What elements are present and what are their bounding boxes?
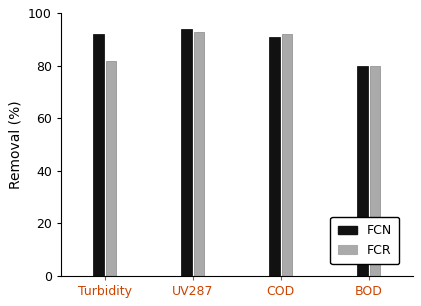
Bar (357, 66, 368, 276)
Bar (93, 34, 104, 276)
Bar (269, 37, 280, 276)
Bar (106, 61, 116, 276)
Bar (370, 66, 380, 276)
Bar (194, 32, 204, 276)
Y-axis label: Removal (%): Removal (%) (8, 100, 22, 189)
Bar (181, 29, 192, 276)
Legend: FCN, FCR: FCN, FCR (330, 217, 400, 264)
Bar (282, 34, 292, 276)
